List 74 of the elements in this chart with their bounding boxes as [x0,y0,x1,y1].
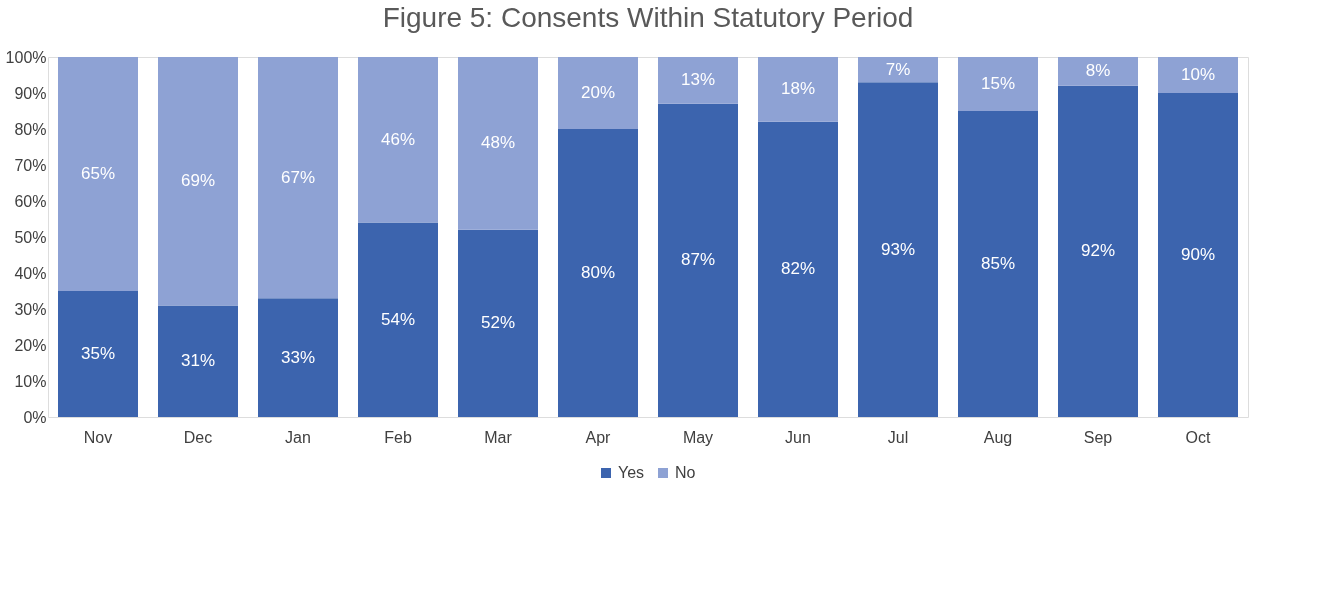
bar [558,129,638,417]
bar [858,82,938,417]
bar [458,57,538,230]
x-tick-label: Sep [1083,428,1113,446]
y-tick-label: 30% [14,300,47,318]
y-tick-label: 20% [14,336,47,354]
data-label: 65% [80,164,116,183]
x-tick-label: Feb [384,428,412,446]
data-label: 48% [480,133,516,153]
bar [958,57,1038,111]
data-label: 67% [280,167,316,187]
data-label: 35% [80,344,116,363]
data-label: 18% [780,79,816,99]
bar [758,121,838,417]
bar [258,298,338,417]
bar [658,57,738,104]
bar [558,57,638,129]
bar [258,57,338,299]
data-label: 8% [1085,61,1111,81]
x-tick-label: Nov [83,428,113,446]
x-tick-label: Apr [585,428,612,446]
data-label: 13% [680,70,716,90]
data-label: 87% [680,250,716,270]
bar [358,57,438,223]
bar [1058,85,1138,417]
x-tick-label: Jul [887,428,909,446]
bar [958,111,1038,417]
bar [1158,57,1238,93]
x-tick-label: May [682,428,714,446]
x-tick-label: Jun [785,428,811,446]
bar [58,57,138,291]
data-label: 46% [380,129,416,149]
legend-label: Yes [618,464,645,481]
data-label: 92% [1080,241,1116,261]
y-tick-label: 10% [14,372,47,390]
data-label: 54% [380,309,416,329]
bar [358,222,438,417]
data-label: 31% [180,351,216,371]
y-tick-label: 90% [14,84,47,102]
data-label: 69% [180,171,216,191]
data-label: 93% [880,239,916,259]
bar [58,291,138,417]
bar [858,57,938,83]
data-label: 33% [280,347,316,367]
bar [1058,57,1138,86]
y-tick-label: 0% [23,408,47,426]
bar [758,57,838,122]
data-label: 20% [580,83,616,102]
legend-label: No [675,464,696,481]
data-label: 80% [580,263,616,282]
bar [158,305,238,417]
y-tick-label: 100% [5,48,47,66]
y-tick-label: 60% [14,192,47,210]
data-label: 10% [1180,65,1216,84]
chart-title: Figure 5: Consents Within Statutory Period [382,2,914,33]
bar [458,229,538,417]
data-label: 7% [885,59,911,79]
data-label: 85% [980,254,1016,273]
x-tick-label: Dec [183,428,213,446]
y-tick-label: 70% [14,156,47,174]
data-label: 90% [1180,245,1216,264]
y-tick-label: 80% [14,120,47,138]
x-tick-label: Oct [1185,428,1211,446]
y-tick-label: 50% [14,228,47,246]
bar [158,57,238,306]
data-label: 52% [480,313,516,333]
x-tick-label: Mar [484,428,513,446]
bar [1158,93,1238,417]
data-label: 15% [980,74,1016,93]
x-tick-label: Jan [285,428,311,446]
bar [658,103,738,417]
y-tick-label: 40% [14,264,47,282]
data-label: 82% [780,259,816,279]
x-tick-label: Aug [983,428,1013,446]
